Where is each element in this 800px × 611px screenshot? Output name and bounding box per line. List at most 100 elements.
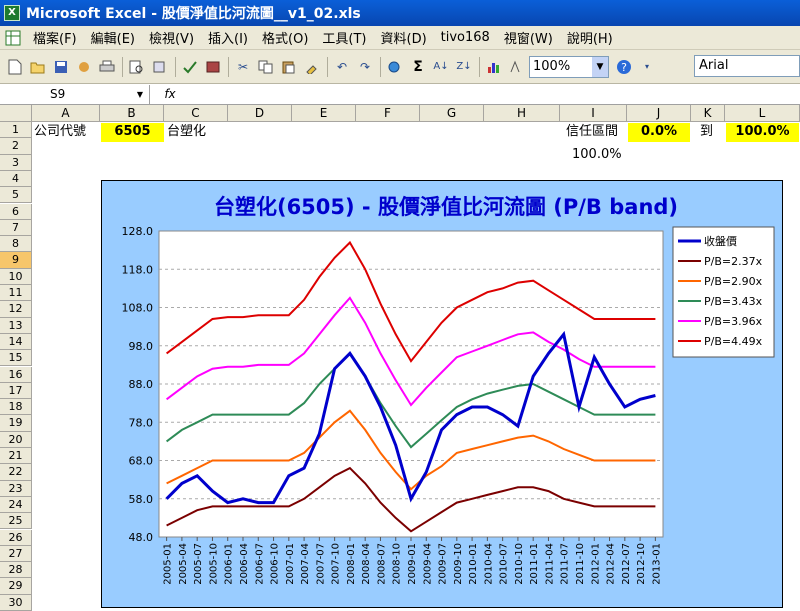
column-header-k[interactable]: K xyxy=(691,105,725,122)
row-header-7[interactable]: 7 xyxy=(0,219,32,237)
column-header-i[interactable]: I xyxy=(560,105,627,122)
column-header-b[interactable]: B xyxy=(100,105,164,122)
chart-title: 台塑化(6505) - 股價淨值比河流圖 (P/B band) xyxy=(214,195,678,219)
row-header-1[interactable]: 1 xyxy=(0,122,32,139)
redo-icon[interactable]: ↷ xyxy=(359,59,371,74)
column-header-f[interactable]: F xyxy=(356,105,420,122)
row-header-24[interactable]: 24 xyxy=(0,496,32,514)
y-tick-label: 128.0 xyxy=(122,225,154,238)
x-tick-label: 2005-01 xyxy=(163,543,174,585)
research-book-icon[interactable] xyxy=(202,56,224,78)
print-icon[interactable] xyxy=(96,56,118,78)
row-header-2[interactable]: 2 xyxy=(0,138,32,155)
cell-k1[interactable]: 到 xyxy=(700,124,714,139)
save-icon[interactable] xyxy=(50,56,72,78)
autosum-icon[interactable]: Σ xyxy=(413,58,423,75)
row-header-22[interactable]: 22 xyxy=(0,464,32,481)
hyperlink-icon[interactable] xyxy=(384,56,406,78)
formula-input[interactable] xyxy=(190,85,800,104)
row-header-10[interactable]: 10 xyxy=(0,268,32,285)
formula-bar: S9 ▼ fx xyxy=(0,84,800,105)
row-header-25[interactable]: 25 xyxy=(0,513,32,530)
row-header-6[interactable]: 6 xyxy=(0,203,32,220)
row-header-11[interactable]: 11 xyxy=(0,285,32,302)
row-header-19[interactable]: 19 xyxy=(0,415,32,432)
cell-i1[interactable]: 信任區間 xyxy=(566,124,619,139)
menu-window[interactable]: 視窗(W) xyxy=(503,32,553,47)
permission-icon[interactable] xyxy=(73,56,95,78)
chevron-down-icon[interactable]: ▼ xyxy=(592,56,608,77)
column-header-e[interactable]: E xyxy=(292,105,356,122)
row-header-15[interactable]: 15 xyxy=(0,350,32,367)
menu-file[interactable]: 檔案(F) xyxy=(33,32,77,47)
toolbar-options-icon[interactable]: ▾ xyxy=(644,62,649,71)
column-header-g[interactable]: G xyxy=(420,105,484,122)
menu-tools[interactable]: 工具(T) xyxy=(322,32,367,47)
cell-i2[interactable]: 100.0% xyxy=(572,147,622,162)
row-header-20[interactable]: 20 xyxy=(0,431,32,448)
menu-tivo168[interactable]: tivo168 xyxy=(440,30,490,45)
row-header-29[interactable]: 29 xyxy=(0,578,32,595)
copy-icon[interactable] xyxy=(255,56,277,78)
cell-c1[interactable]: 台塑化 xyxy=(167,124,207,139)
row-header-9[interactable]: 9 xyxy=(0,252,32,269)
column-header-a[interactable]: A xyxy=(32,105,100,122)
research-icon[interactable] xyxy=(149,56,171,78)
row-header-30[interactable]: 30 xyxy=(0,594,32,611)
row-header-12[interactable]: 12 xyxy=(0,301,32,318)
row-header-21[interactable]: 21 xyxy=(0,448,32,465)
font-name-input[interactable]: Arial xyxy=(694,55,800,77)
row-header-5[interactable]: 5 xyxy=(0,187,32,204)
column-header-d[interactable]: D xyxy=(228,105,292,122)
new-icon[interactable] xyxy=(4,56,26,78)
column-header-c[interactable]: C xyxy=(164,105,228,122)
row-header-14[interactable]: 14 xyxy=(0,333,32,351)
menu-edit[interactable]: 編輯(E) xyxy=(90,32,135,47)
cell-b1[interactable]: 6505 xyxy=(101,123,164,142)
drawing-icon[interactable] xyxy=(506,56,528,78)
column-header-l[interactable]: L xyxy=(725,105,800,122)
menu-insert[interactable]: 插入(I) xyxy=(208,32,249,47)
cell-j1[interactable]: 0.0% xyxy=(628,123,690,142)
row-header-18[interactable]: 18 xyxy=(0,399,32,416)
menu-help[interactable]: 說明(H) xyxy=(566,32,613,47)
row-header-23[interactable]: 23 xyxy=(0,480,32,497)
select-all-corner[interactable] xyxy=(0,105,32,122)
zoom-select[interactable]: 100% ▼ xyxy=(529,55,609,78)
column-header-j[interactable]: J xyxy=(627,105,691,122)
chart-wizard-icon[interactable] xyxy=(483,56,505,78)
row-header-13[interactable]: 13 xyxy=(0,317,32,334)
print-preview-icon[interactable] xyxy=(126,56,148,78)
menu-data[interactable]: 資料(D) xyxy=(380,32,427,47)
sort-descending-icon[interactable]: Z↓ xyxy=(456,61,472,72)
row-header-17[interactable]: 17 xyxy=(0,382,32,400)
workbook-icon[interactable] xyxy=(0,28,26,48)
name-box[interactable]: S9 ▼ xyxy=(0,84,150,104)
row-header-28[interactable]: 28 xyxy=(0,562,32,579)
row-header-4[interactable]: 4 xyxy=(0,170,32,188)
cut-icon[interactable]: ✂ xyxy=(237,59,249,74)
open-icon[interactable] xyxy=(27,56,49,78)
fx-icon[interactable]: fx xyxy=(164,87,176,101)
undo-icon[interactable]: ↶ xyxy=(336,59,348,74)
x-tick-label: 2010-04 xyxy=(483,543,494,585)
row-header-27[interactable]: 27 xyxy=(0,545,32,563)
menu-view[interactable]: 檢視(V) xyxy=(148,32,195,47)
help-icon[interactable]: ? xyxy=(613,56,635,78)
menu-format[interactable]: 格式(O) xyxy=(262,32,309,47)
chevron-down-icon[interactable]: ▼ xyxy=(136,89,143,99)
column-header-h[interactable]: H xyxy=(484,105,560,122)
cell-a1[interactable]: 公司代號 xyxy=(34,124,87,139)
sort-ascending-icon[interactable]: A↓ xyxy=(433,61,449,72)
row-header-3[interactable]: 3 xyxy=(0,154,32,171)
paste-icon[interactable] xyxy=(278,56,300,78)
spelling-icon[interactable] xyxy=(179,56,201,78)
format-painter-icon[interactable] xyxy=(301,56,323,78)
pb-band-chart[interactable]: 台塑化(6505) - 股價淨值比河流圖 (P/B band) 48.0 58.0… xyxy=(101,180,783,608)
x-tick-label: 2011-04 xyxy=(544,543,555,585)
cell-l1[interactable]: 100.0% xyxy=(726,123,799,142)
row-header-26[interactable]: 26 xyxy=(0,529,32,546)
row-header-16[interactable]: 16 xyxy=(0,366,32,383)
row-header-8[interactable]: 8 xyxy=(0,236,32,253)
y-tick-label: 108.0 xyxy=(122,302,154,315)
